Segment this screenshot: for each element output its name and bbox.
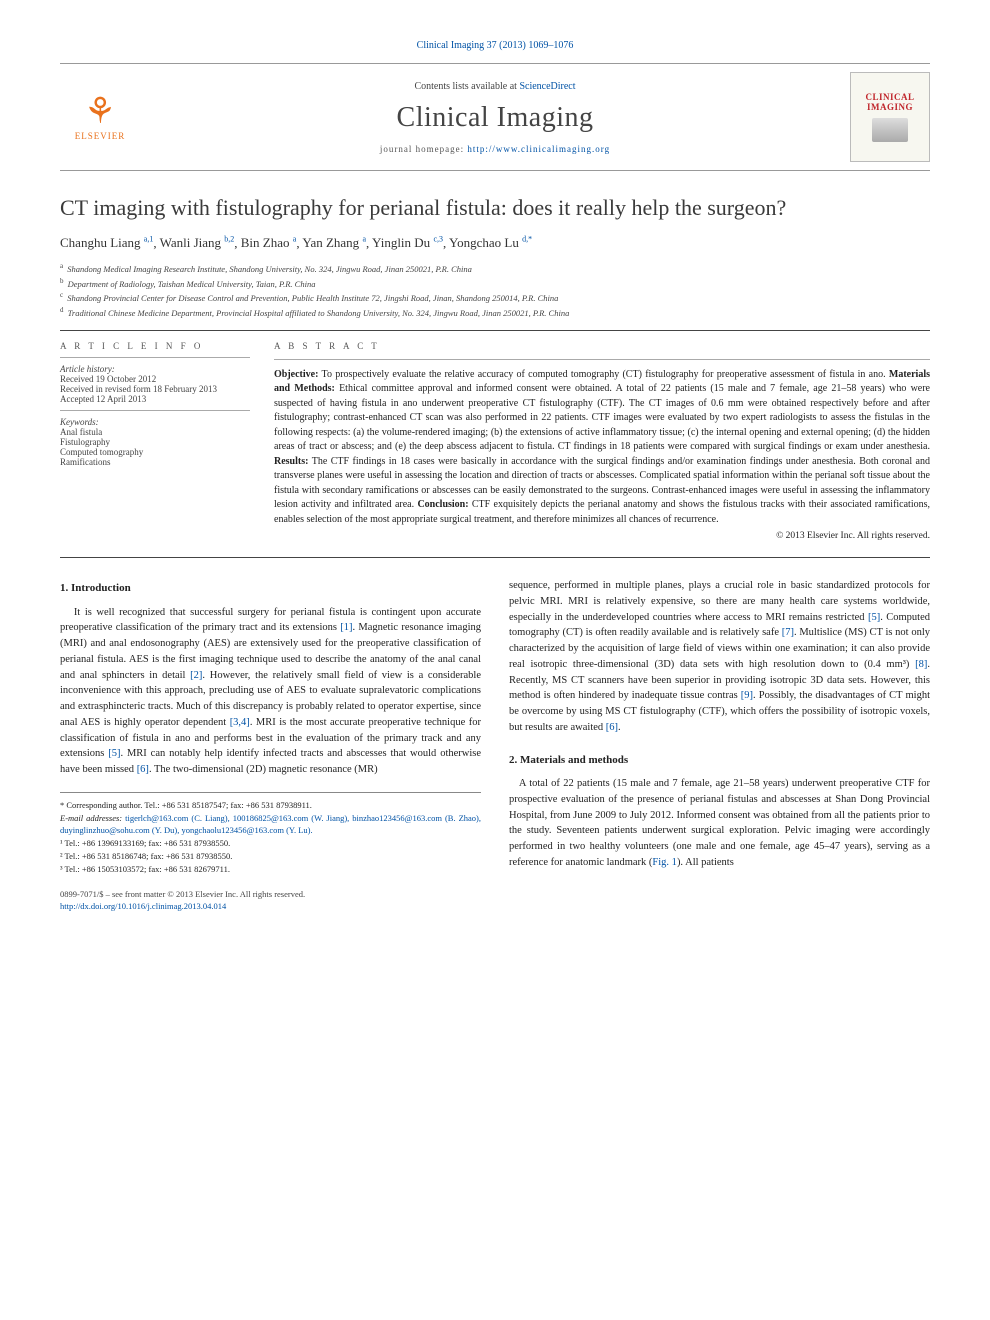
keyword: Ramifications (60, 457, 250, 467)
citation-link[interactable]: [6] (137, 764, 149, 775)
abstract-text: Objective: To prospectively evaluate the… (274, 368, 930, 528)
affiliations: a Shandong Medical Imaging Research Inst… (60, 261, 930, 319)
elsevier-logo: ⚘ ELSEVIER (60, 77, 140, 157)
author: Changhu Liang a,1 (60, 235, 153, 250)
author: Yan Zhang a (302, 235, 366, 250)
results-label: Results: (274, 456, 308, 467)
citation-link[interactable]: [5] (108, 748, 120, 759)
methods-text: Ethical committee approval and informed … (274, 383, 930, 452)
contents-prefix: Contents lists available at (414, 81, 519, 92)
objective-label: Objective: (274, 369, 318, 380)
tree-icon: ⚘ (84, 93, 116, 129)
history-item: Received in revised form 18 February 201… (60, 384, 250, 394)
abstract: A B S T R A C T Objective: To prospectiv… (274, 341, 930, 542)
citation-link[interactable]: [8] (915, 659, 927, 670)
intro-paragraph-cont: sequence, performed in multiple planes, … (509, 578, 930, 736)
homepage-line: journal homepage: http://www.clinicalima… (140, 144, 850, 154)
affiliation: b Department of Radiology, Taishan Medic… (60, 276, 930, 291)
body-columns: 1. Introduction It is well recognized th… (60, 578, 930, 913)
intro-paragraph: It is well recognized that successful su… (60, 605, 481, 778)
corresponding-author: * Corresponding author. Tel.: +86 531 85… (60, 799, 481, 812)
abstract-heading: A B S T R A C T (274, 341, 930, 351)
conclusion-label: Conclusion: (417, 499, 468, 510)
author: Yongchao Lu d,* (449, 235, 532, 250)
citation-link[interactable]: [3,4] (230, 717, 250, 728)
journal-cover-thumb: CLINICAL IMAGING (850, 72, 930, 162)
affiliation: a Shandong Medical Imaging Research Inst… (60, 261, 930, 276)
figure-link[interactable]: Fig. 1 (652, 857, 677, 868)
keyword: Computed tomography (60, 447, 250, 457)
keywords-label: Keywords: (60, 417, 250, 427)
keyword: Anal fistula (60, 427, 250, 437)
footnotes: * Corresponding author. Tel.: +86 531 85… (60, 792, 481, 876)
objective-text: To prospectively evaluate the relative a… (318, 369, 888, 380)
history-label: Article history: (60, 364, 250, 374)
email-addresses: E-mail addresses: tigerlch@163.com (C. L… (60, 812, 481, 838)
cover-line2: IMAGING (867, 102, 913, 112)
homepage-label: journal homepage: (380, 144, 467, 154)
footnote-tel: ¹ Tel.: +86 13969133169; fax: +86 531 87… (60, 837, 481, 850)
article-info: A R T I C L E I N F O Article history: R… (60, 341, 250, 542)
sciencedirect-link[interactable]: ScienceDirect (519, 81, 575, 92)
section-heading-methods: 2. Materials and methods (509, 752, 930, 769)
journal-name: Clinical Imaging (140, 102, 850, 134)
abstract-copyright: © 2013 Elsevier Inc. All rights reserved… (274, 531, 930, 541)
divider (60, 330, 930, 331)
doi-link[interactable]: http://dx.doi.org/10.1016/j.clinimag.201… (60, 901, 481, 913)
cover-line1: CLINICAL (865, 92, 914, 102)
info-abstract-row: A R T I C L E I N F O Article history: R… (60, 341, 930, 542)
history-item: Received 19 October 2012 (60, 374, 250, 384)
citation-link[interactable]: [6] (606, 722, 618, 733)
footnote-tel: ³ Tel.: +86 15053103572; fax: +86 531 82… (60, 863, 481, 876)
cover-image-icon (872, 118, 908, 142)
issn-line: 0899-7071/$ – see front matter © 2013 El… (60, 889, 481, 901)
citation-link[interactable]: [9] (741, 690, 753, 701)
citation-link[interactable]: [7] (782, 627, 794, 638)
article-info-heading: A R T I C L E I N F O (60, 341, 250, 351)
affiliation: c Shandong Provincial Center for Disease… (60, 290, 930, 305)
homepage-url[interactable]: http://www.clinicalimaging.org (467, 144, 610, 154)
header-center: Contents lists available at ScienceDirec… (140, 81, 850, 154)
footnote-tel: ² Tel.: +86 531 85186748; fax: +86 531 8… (60, 850, 481, 863)
author: Yinglin Du c,3 (372, 235, 443, 250)
affiliation: d Traditional Chinese Medicine Departmen… (60, 305, 930, 320)
citation-link[interactable]: [1] (340, 622, 352, 633)
author: Wanli Jiang b,2 (160, 235, 235, 250)
divider (60, 557, 930, 558)
methods-paragraph: A total of 22 patients (15 male and 7 fe… (509, 776, 930, 871)
contents-line: Contents lists available at ScienceDirec… (140, 81, 850, 92)
journal-header: ⚘ ELSEVIER Contents lists available at S… (60, 63, 930, 171)
citation-link[interactable]: [5] (868, 612, 880, 623)
front-matter: 0899-7071/$ – see front matter © 2013 El… (60, 889, 481, 913)
keyword: Fistulography (60, 437, 250, 447)
authors-line: Changhu Liang a,1, Wanli Jiang b,2, Bin … (60, 235, 930, 251)
right-column: sequence, performed in multiple planes, … (509, 578, 930, 913)
section-heading-intro: 1. Introduction (60, 580, 481, 597)
article-title: CT imaging with fistulography for perian… (60, 195, 930, 221)
left-column: 1. Introduction It is well recognized th… (60, 578, 481, 913)
journal-citation: Clinical Imaging 37 (2013) 1069–1076 (60, 40, 930, 51)
elsevier-text: ELSEVIER (75, 131, 126, 141)
history-item: Accepted 12 April 2013 (60, 394, 250, 404)
author: Bin Zhao a (241, 235, 297, 250)
citation-link[interactable]: [2] (190, 670, 202, 681)
